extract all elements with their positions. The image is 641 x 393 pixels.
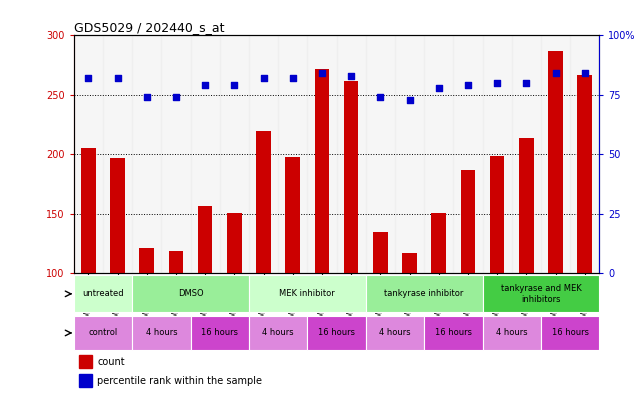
- Bar: [307, 316, 366, 350]
- Bar: [548, 51, 563, 274]
- Bar: [162, 35, 190, 274]
- Bar: [256, 130, 271, 274]
- Bar: [190, 316, 249, 350]
- Text: control: control: [88, 329, 117, 338]
- Bar: [403, 253, 417, 274]
- Text: 4 hours: 4 hours: [146, 329, 177, 338]
- Point: [551, 70, 561, 77]
- Point: [433, 84, 444, 91]
- Text: 16 hours: 16 hours: [552, 329, 588, 338]
- Bar: [132, 275, 249, 312]
- Bar: [103, 35, 132, 274]
- Bar: [249, 35, 278, 274]
- Bar: [198, 206, 212, 274]
- Point: [317, 70, 327, 77]
- Bar: [453, 35, 483, 274]
- Bar: [74, 316, 132, 350]
- Bar: [140, 248, 154, 274]
- Text: 16 hours: 16 hours: [435, 329, 472, 338]
- Bar: [483, 275, 599, 312]
- Text: GDS5029 / 202440_s_at: GDS5029 / 202440_s_at: [74, 21, 224, 34]
- Point: [404, 97, 415, 103]
- Point: [112, 75, 122, 81]
- Text: tankyrase and MEK
inhibitors: tankyrase and MEK inhibitors: [501, 284, 581, 303]
- Text: percentile rank within the sample: percentile rank within the sample: [97, 376, 262, 386]
- Point: [346, 73, 356, 79]
- Bar: [74, 275, 132, 312]
- Bar: [220, 35, 249, 274]
- Bar: [424, 35, 453, 274]
- Bar: [519, 138, 533, 274]
- Bar: [483, 316, 541, 350]
- Bar: [490, 156, 504, 274]
- Bar: [110, 158, 125, 274]
- Bar: [541, 35, 570, 274]
- Point: [463, 82, 473, 88]
- Text: 16 hours: 16 hours: [318, 329, 355, 338]
- Bar: [431, 213, 446, 274]
- Bar: [79, 355, 92, 369]
- Bar: [578, 75, 592, 274]
- Bar: [81, 149, 96, 274]
- Bar: [249, 275, 366, 312]
- Point: [171, 94, 181, 100]
- Text: DMSO: DMSO: [178, 289, 203, 298]
- Point: [229, 82, 240, 88]
- Point: [521, 80, 531, 86]
- Text: 4 hours: 4 hours: [262, 329, 294, 338]
- Text: 4 hours: 4 hours: [379, 329, 411, 338]
- Bar: [483, 35, 512, 274]
- Bar: [541, 316, 599, 350]
- Bar: [366, 275, 483, 312]
- Bar: [315, 69, 329, 274]
- Point: [288, 75, 298, 81]
- Bar: [512, 35, 541, 274]
- Bar: [366, 316, 424, 350]
- Point: [200, 82, 210, 88]
- Point: [142, 94, 152, 100]
- Bar: [190, 35, 220, 274]
- Point: [492, 80, 503, 86]
- Bar: [344, 81, 358, 274]
- Bar: [278, 35, 307, 274]
- Text: tankyrase inhibitor: tankyrase inhibitor: [385, 289, 464, 298]
- Bar: [74, 35, 103, 274]
- Bar: [461, 170, 475, 274]
- Text: 16 hours: 16 hours: [201, 329, 238, 338]
- Text: untreated: untreated: [82, 289, 124, 298]
- Point: [258, 75, 269, 81]
- Bar: [249, 316, 307, 350]
- Bar: [79, 374, 92, 387]
- Point: [579, 70, 590, 77]
- Text: MEK inhibitor: MEK inhibitor: [279, 289, 335, 298]
- Bar: [285, 157, 300, 274]
- Bar: [307, 35, 337, 274]
- Bar: [169, 251, 183, 274]
- Text: count: count: [97, 357, 125, 367]
- Bar: [424, 316, 483, 350]
- Bar: [395, 35, 424, 274]
- Bar: [570, 35, 599, 274]
- Bar: [132, 35, 162, 274]
- Point: [375, 94, 385, 100]
- Bar: [132, 316, 190, 350]
- Text: 4 hours: 4 hours: [496, 329, 528, 338]
- Point: [83, 75, 94, 81]
- Bar: [373, 232, 388, 274]
- Bar: [337, 35, 366, 274]
- Bar: [366, 35, 395, 274]
- Bar: [227, 213, 242, 274]
